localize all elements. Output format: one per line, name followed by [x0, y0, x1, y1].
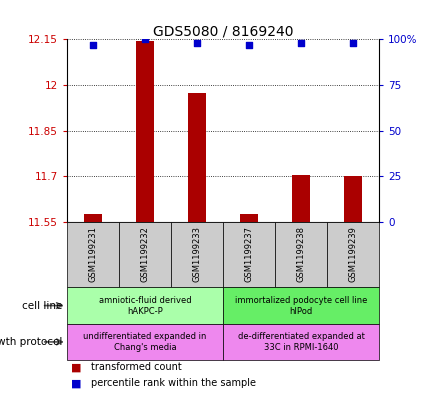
Bar — [223, 222, 274, 287]
Bar — [326, 222, 378, 287]
Point — [141, 36, 148, 42]
Bar — [67, 222, 119, 287]
Bar — [274, 222, 326, 287]
Point — [89, 42, 96, 48]
Text: GSM1199232: GSM1199232 — [140, 226, 149, 283]
Text: percentile rank within the sample: percentile rank within the sample — [90, 378, 255, 388]
Bar — [83, 215, 102, 222]
Text: immortalized podocyte cell line
hIPod: immortalized podocyte cell line hIPod — [234, 296, 366, 316]
Text: GSM1199237: GSM1199237 — [244, 226, 253, 283]
Text: amniotic-fluid derived
hAKPC-P: amniotic-fluid derived hAKPC-P — [98, 296, 191, 316]
Bar — [119, 222, 171, 287]
Title: GDS5080 / 8169240: GDS5080 / 8169240 — [153, 24, 292, 38]
Point — [349, 40, 356, 46]
Bar — [171, 222, 223, 287]
Text: ■: ■ — [71, 378, 81, 388]
Point — [297, 40, 304, 46]
Text: de-differentiated expanded at
33C in RPMI-1640: de-differentiated expanded at 33C in RPM… — [237, 332, 364, 352]
Bar — [135, 41, 154, 222]
Text: cell line: cell line — [22, 301, 62, 310]
Bar — [240, 215, 258, 222]
Text: undifferentiated expanded in
Chang's media: undifferentiated expanded in Chang's med… — [83, 332, 206, 352]
Bar — [67, 287, 223, 324]
Bar — [292, 175, 310, 222]
Bar — [187, 93, 206, 222]
Text: ■: ■ — [71, 362, 81, 373]
Bar — [67, 324, 223, 360]
Text: GSM1199231: GSM1199231 — [88, 226, 97, 283]
Point — [245, 42, 252, 48]
Text: GSM1199233: GSM1199233 — [192, 226, 201, 283]
Text: GSM1199238: GSM1199238 — [296, 226, 305, 283]
Bar — [223, 324, 378, 360]
Text: growth protocol: growth protocol — [0, 337, 62, 347]
Text: transformed count: transformed count — [90, 362, 181, 373]
Bar — [343, 176, 362, 222]
Point — [193, 40, 200, 46]
Text: GSM1199239: GSM1199239 — [348, 226, 357, 283]
Bar — [223, 287, 378, 324]
